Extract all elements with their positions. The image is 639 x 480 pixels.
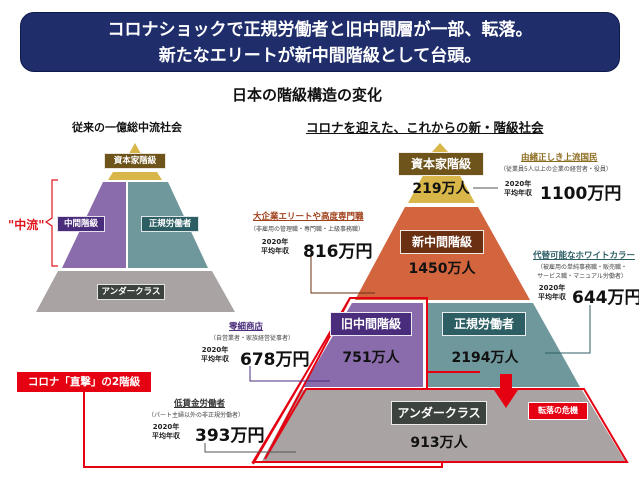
old-middle-count: 751万人	[342, 350, 400, 366]
under-desc: （パート主婦以外の非正規労働者）	[148, 412, 245, 419]
old-middle-year-label: 2020年 平均年収	[201, 346, 229, 363]
headline-banner: コロナショックで正規労働者と旧中間層が一部、転落。 新たなエリートが新中間階級と…	[20, 12, 620, 72]
regular-category: 代替可能なホワイトカラー	[533, 251, 636, 261]
old-middle-desc: （自営業者・家族経営従事者）	[210, 335, 295, 342]
old-middle-category: 零細商店	[229, 322, 264, 332]
under-count: 913万人	[410, 435, 468, 451]
regular-tag: 正規労働者	[442, 312, 526, 336]
fall-danger-badge: 転落の危機	[528, 402, 588, 420]
right-pyramid-title: コロナを迎えた、これからの新・階級社会	[306, 120, 544, 135]
regular-desc: （被雇用の単純事務職・販売職・ サービス職・マニュアル労働者）	[536, 264, 627, 280]
churyu-label: "中流"	[8, 218, 45, 232]
headline-line-2: 新たなエリートが新中間階級として台頭。	[158, 46, 482, 66]
new-middle-desc: （非雇用の管理職・専門職・上級事務職）	[250, 226, 365, 233]
under-category: 低賃金労働者	[174, 399, 226, 409]
capitalist-peak	[432, 143, 448, 152]
new-middle-year-label: 2020年 平均年収	[261, 238, 289, 255]
left-pyramid-title: 従来の一億総中流社会	[72, 121, 182, 134]
left-regular-tag: 正規労働者	[141, 216, 199, 232]
regular-count: 2194万人	[451, 350, 519, 366]
old-middle-income: 678万円	[240, 350, 310, 370]
new-middle-tag: 新中間階級	[400, 230, 484, 254]
capitalist-category: 由緒正しき上流国民	[521, 153, 598, 163]
under-income: 393万円	[195, 426, 265, 446]
capitalist-tag: 資本家階級	[398, 152, 484, 176]
page-title: 日本の階級構造の変化	[232, 86, 383, 104]
left-capitalist-tag: 資本家階級	[104, 153, 166, 169]
headline-line-1: コロナショックで正規労働者と旧中間層が一部、転落。	[107, 20, 533, 40]
churyu-bracket	[44, 179, 58, 267]
new-middle-income: 816万円	[303, 242, 373, 262]
hit-connector	[83, 392, 443, 468]
old-middle-outline	[264, 297, 428, 460]
capitalist-count: 219万人	[412, 181, 470, 197]
under-tag: アンダークラス	[391, 401, 487, 425]
new-middle-count: 1450万人	[408, 261, 476, 277]
left-capitalist-base	[108, 172, 162, 180]
capitalist-desc: （従業員5人以上の企業の経営者・役員）	[500, 166, 612, 173]
capitalist-year-label: 2020年 平均年収	[504, 180, 532, 197]
new-middle-category: 大企業エリートや高度専門職	[253, 212, 364, 222]
capitalist-shape	[408, 170, 475, 203]
left-under-tag: アンダークラス	[97, 284, 165, 300]
under-year-label: 2020年 平均年収	[152, 423, 180, 440]
capitalist-income: 1100万円	[540, 184, 622, 204]
regular-income: 644万円	[572, 288, 639, 308]
corona-hit-label: コロナ「直撃」の2階級	[17, 372, 151, 392]
regular-year-label: 2020年 平均年収	[538, 284, 566, 301]
left-middle-tag: 中間階級	[57, 216, 105, 232]
old-middle-tag: 旧中間階級	[330, 312, 412, 336]
fall-arrow-icon	[494, 374, 518, 408]
